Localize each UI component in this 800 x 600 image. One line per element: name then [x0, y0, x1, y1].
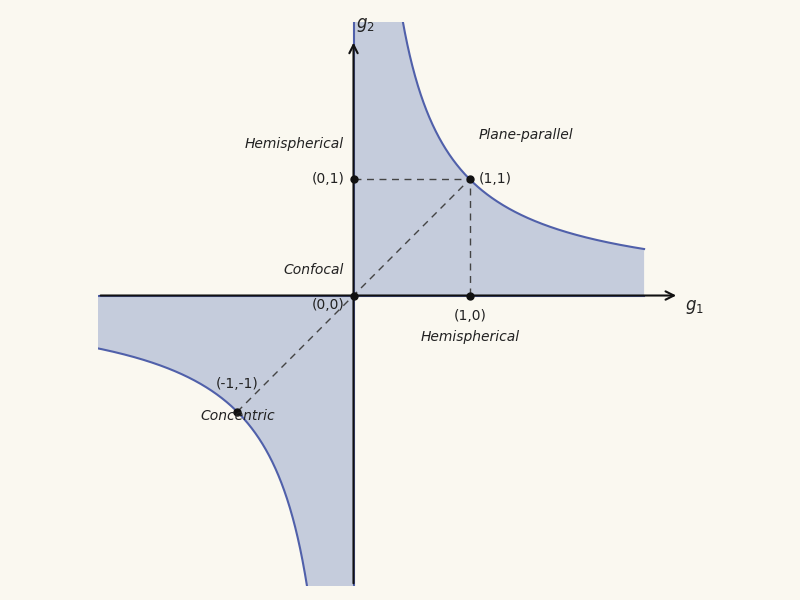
Text: (0,1): (0,1)	[311, 172, 344, 186]
Text: (-1,-1): (-1,-1)	[216, 377, 258, 391]
Text: $g_2$: $g_2$	[356, 16, 374, 34]
Text: Hemispherical: Hemispherical	[420, 331, 519, 344]
Text: (0,0): (0,0)	[311, 298, 344, 312]
Polygon shape	[354, 5, 644, 296]
Polygon shape	[63, 296, 354, 586]
Text: Plane-parallel: Plane-parallel	[479, 128, 574, 142]
Text: (1,0): (1,0)	[454, 310, 486, 323]
Text: Hemispherical: Hemispherical	[245, 137, 344, 151]
Text: Concentric: Concentric	[200, 409, 274, 424]
Text: Confocal: Confocal	[284, 263, 344, 277]
Text: (1,1): (1,1)	[479, 172, 512, 186]
Text: $g_1$: $g_1$	[685, 298, 704, 316]
